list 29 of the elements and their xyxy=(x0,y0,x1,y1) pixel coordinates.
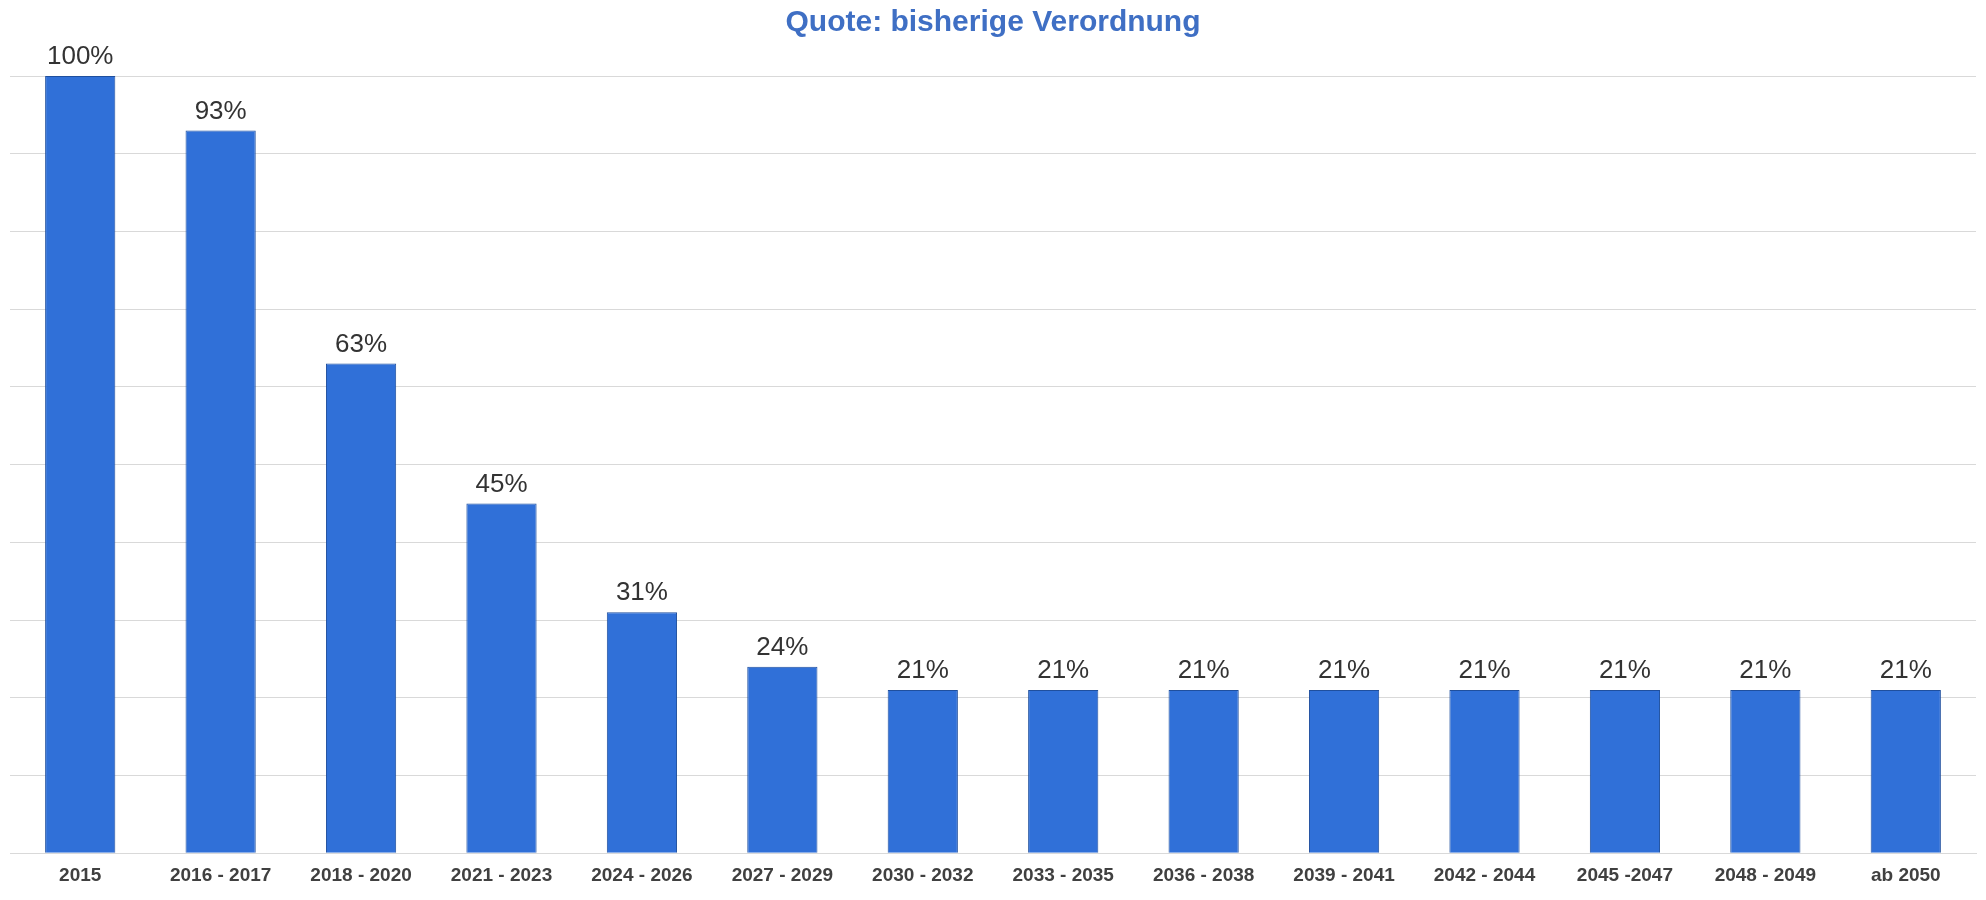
data-label: 21% xyxy=(896,654,949,685)
x-tick-label: ab 2050 xyxy=(1870,863,1941,885)
data-label: 63% xyxy=(335,327,388,358)
data-label: 24% xyxy=(756,630,809,661)
x-tick-label: 2033 - 2035 xyxy=(1012,863,1115,885)
x-tick-label: 2024 - 2026 xyxy=(591,863,693,885)
data-label: 93% xyxy=(194,94,247,125)
x-tick-label: 2039 - 2041 xyxy=(1293,863,1396,885)
x-tick-label: 2021 - 2023 xyxy=(450,863,553,885)
data-label: 21% xyxy=(1318,654,1371,685)
x-tick-label: 2036 - 2038 xyxy=(1152,863,1255,885)
x-tick-label: 2015 xyxy=(59,863,102,885)
x-tick-label: 2030 - 2032 xyxy=(872,863,974,885)
data-label: 45% xyxy=(475,467,528,498)
x-tick-label: 2018 - 2020 xyxy=(310,863,412,885)
x-tick-label: 2045 -2047 xyxy=(1576,863,1674,885)
data-label: 21% xyxy=(1177,654,1230,685)
data-label: 21% xyxy=(1879,654,1932,685)
chart-title: Quote: bisherige Verordnung xyxy=(784,4,1202,38)
data-label: 21% xyxy=(1458,654,1511,685)
x-tick-label: 2027 - 2029 xyxy=(731,863,834,885)
data-label: 31% xyxy=(615,576,668,607)
data-label: 21% xyxy=(1037,654,1090,685)
data-label: 21% xyxy=(1598,654,1651,685)
data-label: 21% xyxy=(1739,654,1792,685)
x-tick-label: 2016 - 2017 xyxy=(169,863,272,885)
x-tick-label: 2042 - 2044 xyxy=(1433,863,1536,885)
data-label: 100% xyxy=(46,40,114,71)
x-tick-label: 2048 - 2049 xyxy=(1714,863,1817,885)
